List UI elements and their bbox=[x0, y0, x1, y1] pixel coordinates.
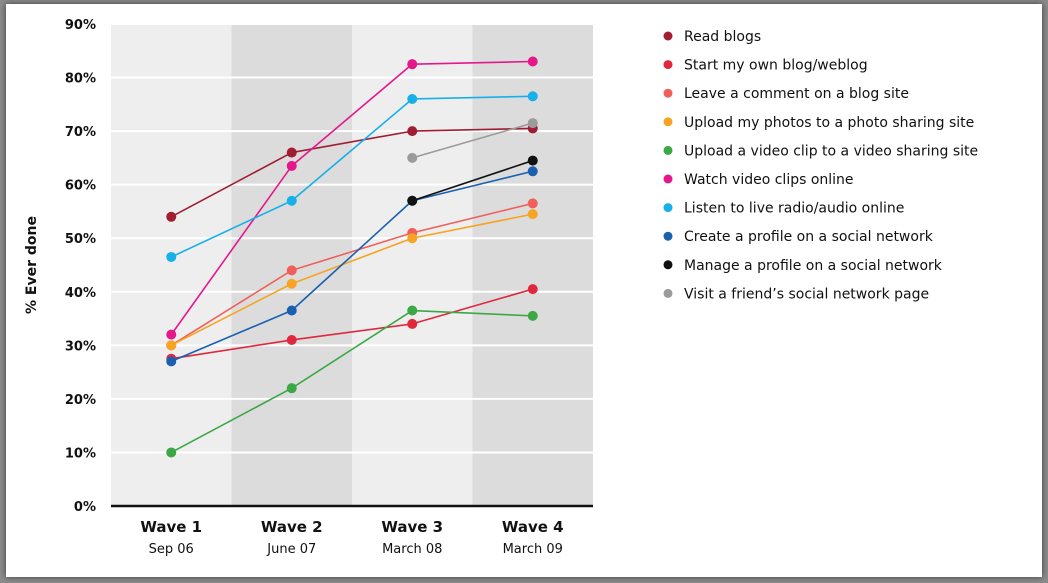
series-line-6 bbox=[170, 60, 533, 336]
chart-frame: 0% 10% 20% 30% 40% 50% 60% 70% 80% 90% % Ever done… bbox=[6, 4, 1042, 577]
legend-label: Read blogs bbox=[684, 29, 761, 45]
legend-label: Start my own blog/weblog bbox=[684, 58, 868, 74]
legend-label: Visit a friend’s social network page bbox=[684, 286, 929, 302]
series-line-3 bbox=[170, 202, 533, 347]
x-category-sublabel: March 09 bbox=[503, 542, 563, 557]
series-6-point bbox=[286, 160, 297, 171]
series-line-9 bbox=[411, 159, 534, 202]
series-4-point bbox=[527, 209, 538, 220]
series-5-point bbox=[166, 447, 177, 458]
y-tick-label: 60% bbox=[65, 179, 96, 194]
series-1-point bbox=[286, 147, 297, 158]
legend-marker-5 bbox=[663, 145, 673, 155]
y-tick-label: 0% bbox=[74, 500, 96, 515]
x-category-sublabel: March 08 bbox=[382, 542, 442, 557]
series-line-2 bbox=[171, 288, 533, 360]
line-chart: 0% 10% 20% 30% 40% 50% 60% 70% 80% 90% % Ever done… bbox=[24, 18, 978, 557]
legend-marker-3 bbox=[663, 88, 673, 98]
series-5-point bbox=[286, 383, 297, 394]
legend-marker-1 bbox=[663, 31, 673, 41]
series-line-8 bbox=[170, 170, 533, 363]
series-4-point bbox=[407, 233, 418, 244]
plot-band-2 bbox=[231, 24, 352, 506]
series-line-10 bbox=[412, 122, 533, 159]
series-9-point bbox=[407, 195, 418, 206]
series-2-point bbox=[527, 284, 538, 295]
plot-band-3 bbox=[352, 24, 473, 506]
legend-label: Listen to live radio/audio online bbox=[684, 201, 904, 217]
series-line-5 bbox=[170, 309, 533, 454]
series-6-point bbox=[527, 56, 538, 67]
y-tick-label: 40% bbox=[65, 286, 96, 301]
y-tick-label: 80% bbox=[65, 72, 96, 87]
series-3-point bbox=[286, 265, 297, 276]
legend-marker-9 bbox=[663, 260, 673, 270]
series-7-point bbox=[166, 251, 177, 262]
legend-label: Manage a profile on a social network bbox=[684, 258, 943, 274]
y-tick-label: 30% bbox=[65, 339, 96, 354]
series-7-point bbox=[527, 91, 538, 102]
series-line-4 bbox=[170, 213, 533, 347]
series-2-point bbox=[407, 318, 418, 329]
series-8-point bbox=[286, 305, 297, 316]
y-tick-label: 20% bbox=[65, 393, 96, 408]
y-tick-label: 10% bbox=[65, 446, 96, 461]
legend-marker-2 bbox=[663, 60, 673, 70]
legend-marker-8 bbox=[663, 231, 673, 241]
legend-marker-10 bbox=[663, 288, 673, 298]
series-5-point bbox=[407, 305, 418, 316]
series-4-point bbox=[286, 278, 297, 289]
legend-label: Upload my photos to a photo sharing site bbox=[684, 115, 974, 131]
legend-label: Watch video clips online bbox=[684, 172, 854, 188]
y-axis-title: % Ever done bbox=[24, 216, 40, 314]
x-category-label: Wave 1 bbox=[140, 518, 202, 536]
series-2-point bbox=[286, 334, 297, 345]
series-8-point bbox=[527, 166, 538, 177]
series-line-1 bbox=[170, 127, 533, 218]
series-1-point bbox=[407, 126, 418, 137]
series-line-7 bbox=[170, 95, 533, 258]
plot-band-4 bbox=[472, 24, 593, 506]
x-category-label: Wave 2 bbox=[261, 518, 323, 536]
series-8-point bbox=[166, 356, 177, 367]
series-5-point bbox=[527, 310, 538, 321]
x-category-label: Wave 4 bbox=[502, 518, 564, 536]
legend-marker-7 bbox=[663, 203, 673, 213]
plot-band-1 bbox=[111, 24, 232, 506]
legend-label: Create a profile on a social network bbox=[684, 229, 934, 245]
y-tick-label: 90% bbox=[65, 18, 96, 33]
series-6-point bbox=[407, 59, 418, 70]
series-9-point bbox=[527, 155, 538, 166]
legend-label: Upload a video clip to a video sharing s… bbox=[684, 143, 978, 159]
series-7-point bbox=[407, 93, 418, 104]
series-6-point bbox=[166, 329, 177, 340]
series-10-point bbox=[407, 152, 418, 163]
x-category-label: Wave 3 bbox=[381, 518, 443, 536]
y-tick-label: 50% bbox=[65, 232, 96, 247]
y-tick-label: 70% bbox=[65, 125, 96, 140]
legend-marker-4 bbox=[663, 117, 673, 127]
series-10-point bbox=[527, 118, 538, 129]
x-category-sublabel: June 07 bbox=[266, 542, 316, 557]
series-7-point bbox=[286, 195, 297, 206]
legend-label: Leave a comment on a blog site bbox=[684, 86, 909, 102]
series-1-point bbox=[166, 211, 177, 222]
legend-marker-6 bbox=[663, 174, 673, 184]
series-3-point bbox=[527, 198, 538, 209]
x-category-sublabel: Sep 06 bbox=[149, 542, 194, 557]
series-4-point bbox=[166, 340, 177, 351]
